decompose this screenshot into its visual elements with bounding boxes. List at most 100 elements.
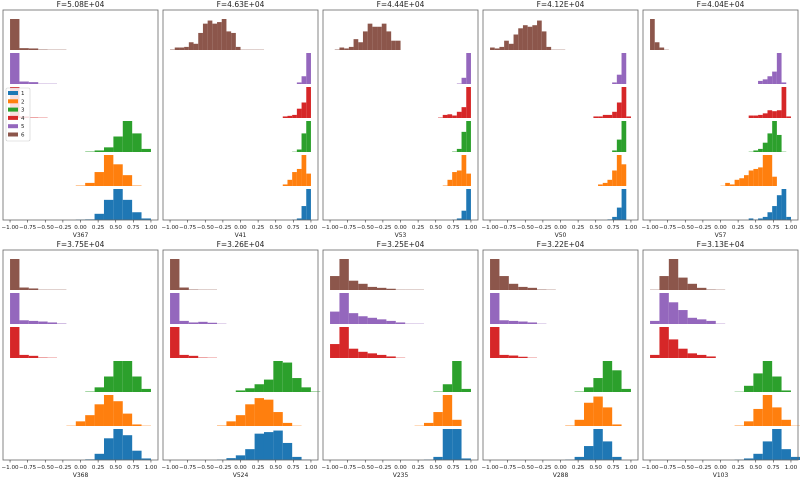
histogram-bar (235, 46, 241, 50)
histogram-bar (537, 323, 547, 324)
histogram-bar (753, 150, 759, 152)
x-axis-label: V524 (233, 472, 249, 479)
histogram-bar (414, 323, 424, 324)
histogram-bar (122, 121, 133, 152)
histogram-bar (762, 113, 768, 118)
histogram-bar (19, 81, 29, 84)
histogram-bar (10, 293, 20, 324)
histogram-bar (518, 28, 523, 50)
histogram-group-4 (170, 327, 218, 358)
histogram-bar (423, 422, 434, 426)
histogram-bar (170, 293, 180, 324)
x-tick-label: 0.75 (127, 225, 140, 231)
histogram-group-4 (10, 327, 58, 358)
histogram-bar (583, 387, 594, 392)
histogram-bar (141, 425, 151, 426)
histogram-bar (306, 53, 311, 84)
x-tick-label: −0.25 (534, 225, 552, 231)
histogram-bar (602, 407, 613, 426)
x-tick-label: 0.00 (234, 225, 247, 231)
histogram-group-5 (170, 293, 227, 324)
x-tick-label: −0.25 (374, 465, 392, 471)
histogram-bar (598, 116, 603, 118)
x-tick-label: 0.25 (252, 465, 265, 471)
x-tick-label: 0.00 (554, 225, 567, 231)
histogram-bar (38, 321, 48, 324)
histogram-bar (659, 293, 669, 324)
histogram-bar (461, 131, 467, 152)
x-tick-label: 0.75 (767, 465, 780, 471)
x-tick-label: −0.50 (357, 465, 375, 471)
legend-swatch (8, 107, 18, 112)
histogram-bar (442, 384, 453, 392)
histogram-bar (207, 289, 218, 290)
histogram-group-6 (334, 23, 401, 50)
histogram-bar (612, 456, 622, 460)
x-axis-label: V288 (553, 472, 569, 479)
histogram-bar (141, 218, 151, 220)
histogram-bar (452, 151, 457, 152)
histogram-bar (301, 387, 311, 392)
histogram-bar (743, 421, 754, 426)
histogram-bar (94, 172, 104, 186)
histogram-bar (715, 323, 726, 324)
x-tick-label: 0.75 (287, 225, 300, 231)
histogram-bar (466, 53, 471, 84)
histogram-bar (122, 199, 133, 220)
histogram-group-2 (565, 396, 622, 426)
histogram-bar (395, 289, 406, 290)
histogram-bar (442, 185, 448, 186)
histogram-bar (207, 20, 213, 50)
histogram-bar (743, 175, 749, 186)
histogram-bar (574, 391, 584, 392)
histogram-bar (19, 320, 29, 324)
histogram-bar (94, 213, 104, 220)
panel-title: F=3.13E+04 (697, 240, 745, 249)
x-tick-label: 0.00 (74, 465, 87, 471)
x-tick-label: −0.75 (659, 465, 677, 471)
histogram-bar (452, 172, 457, 186)
histogram-bar (113, 136, 123, 152)
histogram-bar (626, 116, 631, 118)
histogram-group-3 (748, 121, 787, 152)
legend-swatch (8, 132, 18, 137)
histogram-bar (518, 356, 528, 358)
histogram-bar (772, 111, 777, 118)
x-tick-label: 0.25 (732, 225, 745, 231)
histogram-bar (10, 327, 20, 358)
histogram-bar (282, 184, 288, 186)
histogram-group-6 (170, 259, 218, 290)
histogram-bar (494, 48, 500, 50)
histogram-bar (395, 40, 401, 50)
x-tick-label: 0.50 (109, 225, 122, 231)
histogram-group-5 (330, 293, 424, 324)
histogram-bar (132, 212, 142, 220)
histogram-bar (772, 376, 782, 392)
histogram-bar (296, 108, 302, 118)
histogram-group-1 (292, 189, 311, 220)
x-tick-label: 0.50 (269, 225, 282, 231)
histogram-bar (179, 47, 185, 50)
x-tick-label: −0.50 (517, 465, 535, 471)
histogram-bar (132, 450, 142, 460)
histogram-group-3 (574, 361, 631, 392)
histogram-bar (490, 293, 500, 324)
histogram-bar (748, 218, 754, 220)
histogram-bar (729, 184, 735, 186)
histogram-bar (358, 316, 368, 324)
histogram-bar (226, 458, 236, 460)
histogram-bar (263, 432, 274, 460)
histogram-bar (555, 49, 561, 50)
histogram-bar (447, 114, 453, 118)
histogram-bar (372, 26, 378, 50)
histogram-bar (330, 311, 340, 324)
x-tick-label: −0.50 (197, 465, 215, 471)
histogram-bar (132, 185, 142, 186)
histogram-group-1 (748, 189, 791, 220)
x-tick-label: −1.00 (481, 465, 499, 471)
histogram-bar (296, 149, 302, 152)
histogram-bar (259, 49, 265, 50)
histogram-group-3 (734, 361, 791, 392)
x-tick-label: 0.50 (269, 465, 282, 471)
x-tick-label: 0.00 (554, 465, 567, 471)
